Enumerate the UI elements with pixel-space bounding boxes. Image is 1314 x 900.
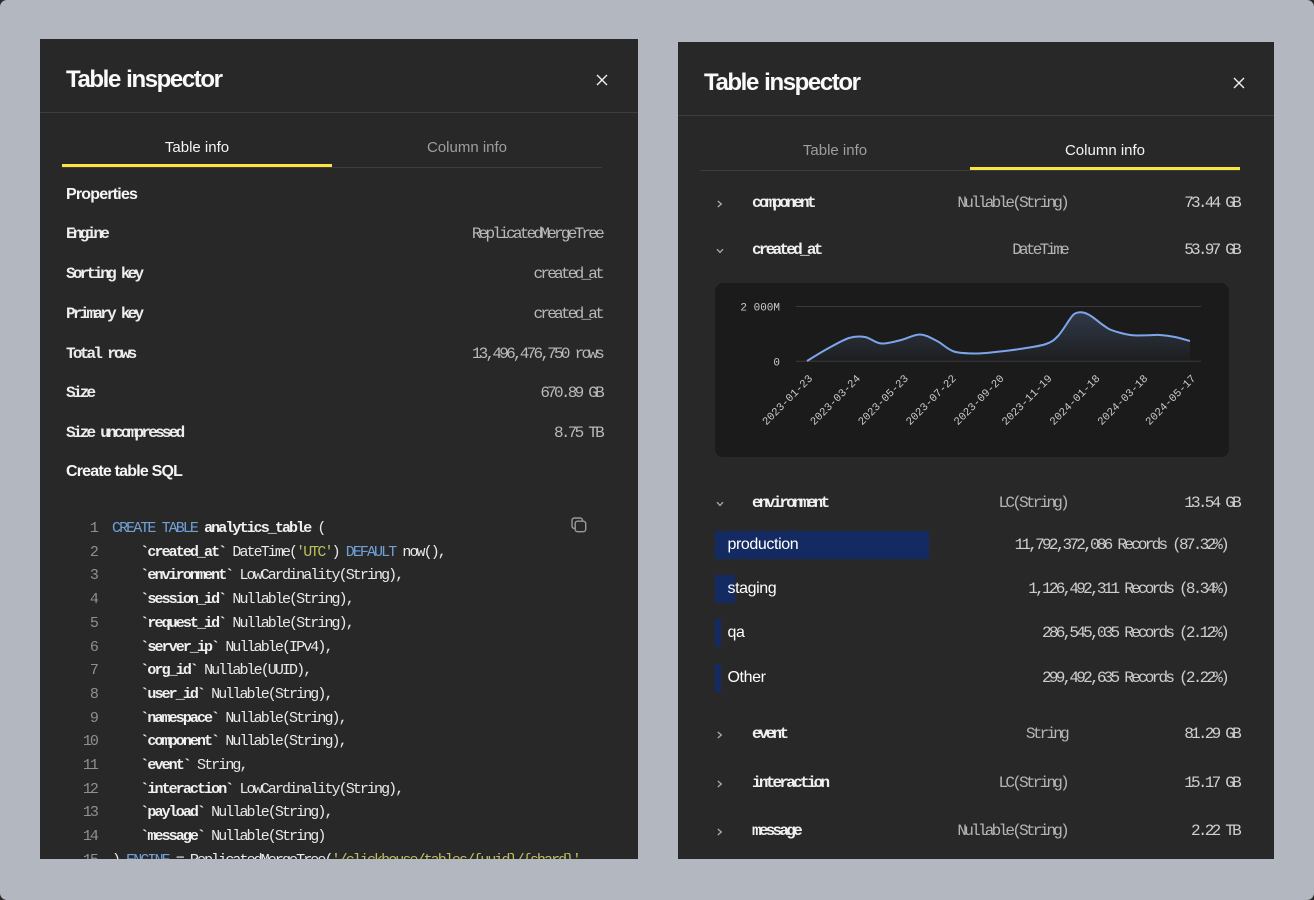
svg-text:2 000M: 2 000M xyxy=(740,303,780,315)
svg-text:2024-05-17: 2024-05-17 xyxy=(1144,373,1199,428)
svg-text:0: 0 xyxy=(773,357,780,369)
